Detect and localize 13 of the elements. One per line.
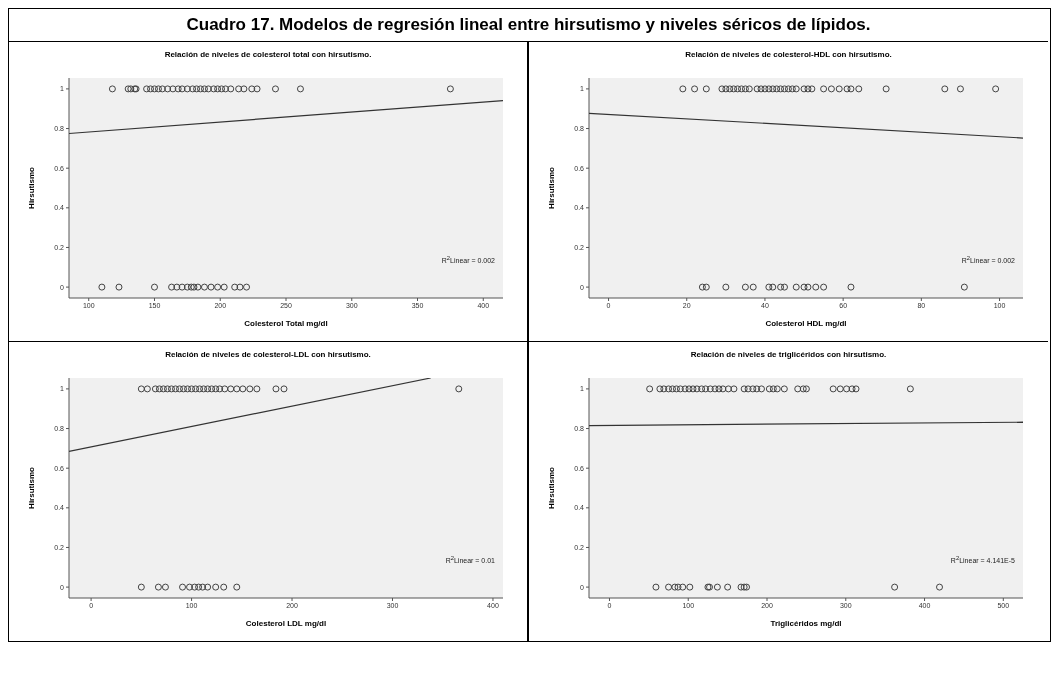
y-axis-title: Hirsutismo <box>26 167 36 209</box>
x-axis-title: Colesterol Total mg/dl <box>244 319 328 328</box>
y-axis-title: Hirsutismo <box>546 167 556 209</box>
chart-title: Relación de niveles de colesterol-LDL con hirsutismo. <box>164 350 372 361</box>
y-axis-title: Hirsutismo <box>26 467 36 509</box>
x-axis-title: Colesterol HDL mg/dl <box>765 319 847 328</box>
chart-title: Relación de niveles de triglicéridos con hirsutismo. <box>689 350 888 361</box>
chart-title: Relación de niveles de colesterol total con hirsutismo. <box>163 50 373 61</box>
text: Cuadro 17. Modelos de regresión lineal entre hirsutismo y niveles séricos de lípidos. <box>185 14 872 36</box>
x-axis-title: Triglicéridos mg/dl <box>770 619 842 628</box>
chart-title: Relación de niveles de colesterol-HDL con hirsutismo. <box>684 50 893 61</box>
x-axis-title: Colesterol LDL mg/dl <box>245 619 327 628</box>
y-axis-title: Hirsutismo <box>546 467 556 509</box>
